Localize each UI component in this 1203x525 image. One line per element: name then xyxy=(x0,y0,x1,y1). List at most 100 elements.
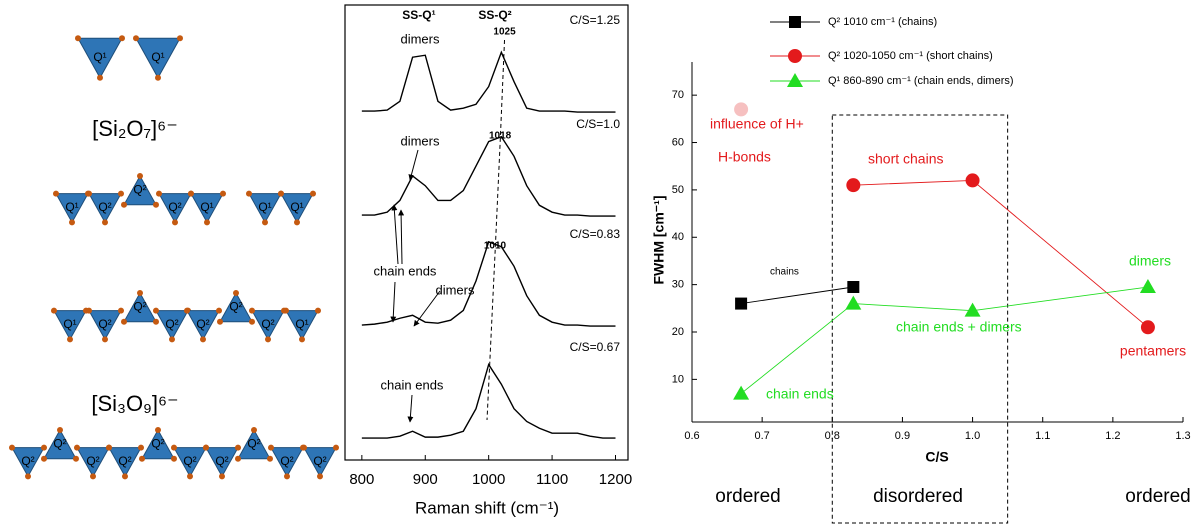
tetrahedron-label: Q² xyxy=(261,317,274,331)
oxygen xyxy=(265,336,271,343)
highlight-point xyxy=(734,102,749,117)
annotation: dimers xyxy=(400,31,440,46)
oxygen xyxy=(153,307,159,314)
x-tick-label: 0.7 xyxy=(754,430,769,442)
legend-label: Q² 1010 cm⁻¹ (chains) xyxy=(828,16,937,28)
marker xyxy=(733,385,750,400)
tetrahedron xyxy=(123,174,157,206)
x-tick-label: 1.1 xyxy=(1035,430,1050,442)
tetrahedron-label: Q² xyxy=(215,454,228,468)
oxygen xyxy=(86,307,92,314)
oxygen xyxy=(86,190,92,197)
tetrahedron-label: Q² xyxy=(118,454,131,468)
annotation: dimers xyxy=(435,282,475,297)
tetrahedron xyxy=(285,310,319,341)
marker xyxy=(845,295,862,310)
oxygen xyxy=(233,290,239,296)
oxygen xyxy=(220,190,226,197)
oxygen xyxy=(53,190,59,197)
oxygen xyxy=(278,190,284,197)
marker xyxy=(735,297,748,310)
oxygen xyxy=(119,35,125,42)
tetrahedron xyxy=(158,193,192,224)
series-line xyxy=(740,286,1148,394)
oxygen xyxy=(25,473,31,480)
tetrahedron xyxy=(88,310,122,341)
tetrahedron xyxy=(219,291,253,323)
tetrahedron xyxy=(135,37,181,79)
y-tick-label: 60 xyxy=(672,136,684,148)
arrow xyxy=(390,281,397,323)
oxygen xyxy=(118,190,124,197)
oxygen xyxy=(75,35,81,42)
oxygen xyxy=(106,444,112,451)
tetrahedron-label: Q¹ xyxy=(258,200,271,214)
tetrahedron xyxy=(190,193,224,224)
oxygen xyxy=(67,336,73,343)
region xyxy=(831,114,1009,524)
annotation: chain ends xyxy=(381,377,444,392)
oxygen xyxy=(97,74,103,81)
oxygen xyxy=(156,190,162,197)
tetrahedron-label: Q² xyxy=(247,437,260,451)
tetrahedron-label: Q² xyxy=(133,300,146,314)
tetrahedron xyxy=(303,447,337,478)
oxygen xyxy=(267,455,273,462)
formula: [Si₃O₉]⁶⁻ xyxy=(91,391,178,416)
oxygen xyxy=(90,473,96,480)
x-tick-label: 0.9 xyxy=(895,430,910,442)
tetrahedron xyxy=(251,310,285,341)
x-tick-label: 800 xyxy=(349,471,374,488)
tetrahedron xyxy=(11,447,45,478)
oxygen xyxy=(317,473,323,480)
x-tick-label: 1100 xyxy=(536,471,568,488)
tetrahedron-label: Q² xyxy=(165,317,178,331)
oxygen xyxy=(284,473,290,480)
spectrum xyxy=(361,135,616,217)
annotation: dimers xyxy=(1129,253,1171,269)
oxygen xyxy=(121,201,127,208)
marker xyxy=(964,302,981,317)
oxygen xyxy=(268,444,274,451)
y-tick-label: 50 xyxy=(672,184,684,196)
oxygen xyxy=(153,201,159,208)
legend-marker xyxy=(787,73,803,87)
oxygen xyxy=(235,455,241,462)
y-tick-label: 20 xyxy=(672,326,684,338)
x-tick-label: 900 xyxy=(413,471,438,488)
oxygen xyxy=(235,444,241,451)
oxygen xyxy=(187,473,193,480)
formula: [Si₂O₇]⁶⁻ xyxy=(92,116,178,141)
x-tick-label: 1000 xyxy=(472,471,505,488)
tetrahedron xyxy=(248,193,282,224)
oxygen xyxy=(262,219,268,226)
oxygen xyxy=(184,307,190,314)
tetrahedron xyxy=(280,193,314,224)
oxygen xyxy=(9,444,15,451)
oxygen xyxy=(57,427,63,433)
oxygen xyxy=(299,336,305,343)
oxygen xyxy=(249,307,255,314)
oxygen xyxy=(41,455,47,462)
tetrahedron-label: Q² xyxy=(151,437,164,451)
oxygen xyxy=(216,307,222,314)
oxygen xyxy=(177,35,183,42)
oxygen xyxy=(133,35,139,42)
arrow xyxy=(408,149,419,181)
tetrahedron-label: Q² xyxy=(133,183,146,197)
annotation: H-bonds xyxy=(718,149,771,165)
tetrahedron-label: Q² xyxy=(98,317,111,331)
peak-label: 1025 xyxy=(493,27,516,38)
oxygen xyxy=(41,444,47,451)
x-tick-label: 1.0 xyxy=(965,430,980,442)
y-tick-label: 10 xyxy=(672,373,684,385)
header: SS-Q¹ xyxy=(402,8,435,22)
oxygen xyxy=(246,190,252,197)
oxygen xyxy=(249,318,255,325)
tetrahedron xyxy=(76,447,110,478)
oxygen xyxy=(73,455,79,462)
oxygen xyxy=(171,444,177,451)
tetrahedron xyxy=(77,37,123,79)
legend-marker xyxy=(789,16,801,28)
annotation: chain ends xyxy=(374,263,437,278)
